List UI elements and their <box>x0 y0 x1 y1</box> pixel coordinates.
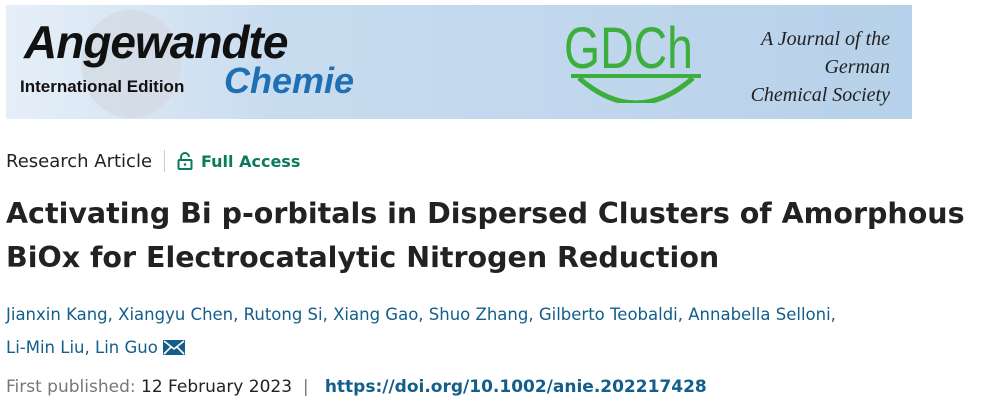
journal-logo-chemie: Chemie <box>224 60 355 101</box>
journal-logo-angewandte: Angewandte <box>24 16 288 68</box>
tagline-line: A Journal of the <box>760 28 890 50</box>
author-list: Jianxin Kang, Xiangyu Chen, Rutong Si, X… <box>6 305 836 357</box>
tagline-line: Chemical Society <box>750 84 890 106</box>
society-tagline: A Journal of the German Chemical Society <box>751 25 890 109</box>
tagline-line: German <box>824 56 890 78</box>
article-type: Research Article <box>6 150 153 172</box>
divider <box>164 150 166 172</box>
publication-info: First published: 12 February 2023 | http… <box>6 377 707 397</box>
logo-circle <box>81 10 181 118</box>
author-link[interactable]: Rutong Si <box>243 305 323 324</box>
gdch-logo: GDCh <box>564 16 693 81</box>
divider: | <box>297 377 320 397</box>
author-link[interactable]: Li-Min Liu <box>6 338 85 357</box>
publication-date: 12 February 2023 <box>141 377 293 397</box>
article-title: Activating Bi p-orbitals in Dispersed Cl… <box>6 197 965 274</box>
doi-link[interactable]: https://doi.org/10.1002/anie.202217428 <box>324 377 707 397</box>
journal-banner[interactable]: Angewandte International Edition Chemie … <box>6 5 912 119</box>
full-access-label: Full Access <box>201 151 301 171</box>
envelope-icon[interactable] <box>163 340 186 355</box>
first-published-label: First published: <box>6 377 136 397</box>
article-meta: Research Article Full Access <box>6 150 300 172</box>
author-link[interactable]: Xiangyu Chen <box>118 305 234 324</box>
gdch-bowl-icon <box>571 74 701 103</box>
author-link[interactable]: Lin Guo <box>95 338 158 357</box>
author-link[interactable]: Jianxin Kang <box>6 305 108 324</box>
author-link[interactable]: Annabella Selloni <box>688 305 831 324</box>
author-link[interactable]: Shuo Zhang <box>428 305 529 324</box>
unlocked-padlock-icon <box>177 152 193 170</box>
journal-logo-edition: International Edition <box>20 77 185 96</box>
author-link[interactable]: Gilberto Teobaldi <box>538 305 678 324</box>
author-link[interactable]: Xiang Gao <box>333 305 419 324</box>
